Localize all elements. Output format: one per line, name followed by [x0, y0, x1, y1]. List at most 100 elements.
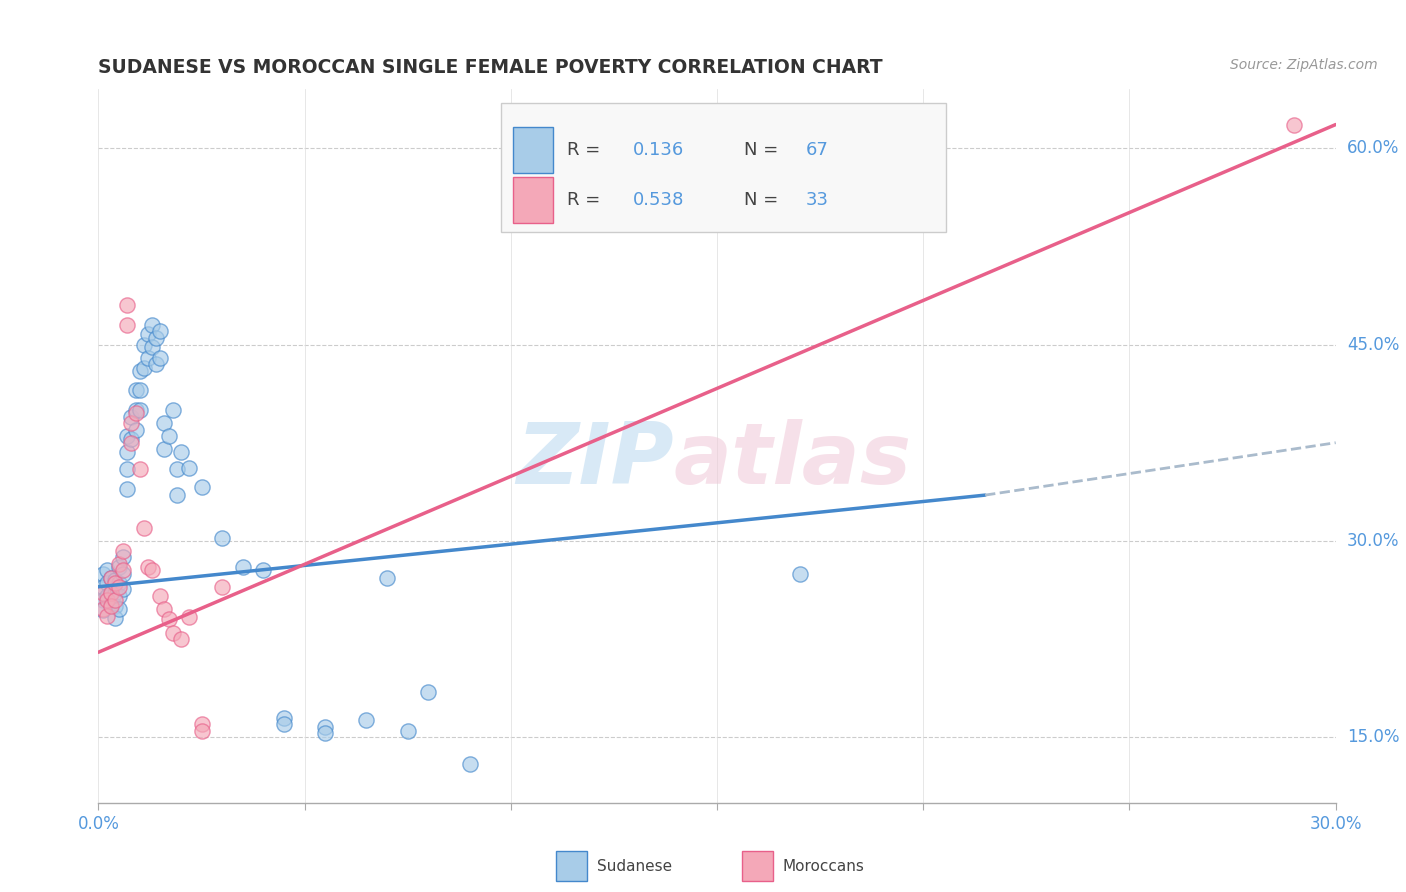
Point: [211, 580, 233, 594]
Point: [96, 563, 118, 577]
Point: [124, 403, 146, 417]
Point: [162, 625, 184, 640]
Text: 60.0%: 60.0%: [1347, 139, 1399, 157]
Point: [166, 488, 188, 502]
Point: [124, 406, 146, 420]
Point: [356, 714, 378, 728]
Point: [252, 563, 274, 577]
Point: [141, 563, 163, 577]
Point: [128, 384, 150, 398]
Point: [128, 364, 150, 378]
Point: [314, 726, 336, 740]
Point: [170, 445, 193, 459]
Point: [112, 549, 135, 564]
Point: [145, 357, 167, 371]
Point: [166, 462, 188, 476]
Point: [153, 602, 176, 616]
Point: [124, 384, 146, 398]
Text: Sudanese: Sudanese: [598, 859, 672, 874]
Point: [108, 575, 131, 590]
Point: [136, 560, 159, 574]
Point: [108, 558, 131, 572]
Point: [117, 318, 139, 332]
Point: [190, 717, 212, 731]
Point: [153, 416, 176, 430]
Point: [582, 200, 605, 214]
Point: [112, 544, 135, 558]
Text: N =: N =: [744, 191, 785, 209]
Point: [91, 586, 114, 600]
Point: [108, 560, 131, 574]
Point: [100, 571, 122, 585]
Text: atlas: atlas: [673, 418, 912, 502]
FancyBboxPatch shape: [501, 103, 946, 232]
Point: [117, 462, 139, 476]
Point: [100, 598, 122, 612]
Text: 0.538: 0.538: [633, 191, 685, 209]
Bar: [513, 127, 553, 173]
Point: [104, 592, 127, 607]
Text: N =: N =: [744, 141, 785, 159]
Bar: [557, 851, 588, 881]
Point: [396, 723, 419, 738]
Point: [149, 351, 172, 365]
Point: [179, 460, 201, 475]
Point: [91, 603, 114, 617]
Text: Moroccans: Moroccans: [783, 859, 865, 874]
Text: Source: ZipAtlas.com: Source: ZipAtlas.com: [1230, 58, 1378, 72]
Point: [120, 435, 142, 450]
Text: ZIP: ZIP: [516, 418, 673, 502]
Point: [117, 482, 139, 496]
Bar: [513, 177, 553, 223]
Point: [314, 720, 336, 734]
Point: [418, 684, 440, 698]
Point: [91, 580, 114, 594]
Text: SUDANESE VS MOROCCAN SINGLE FEMALE POVERTY CORRELATION CHART: SUDANESE VS MOROCCAN SINGLE FEMALE POVER…: [98, 58, 883, 77]
Point: [458, 756, 481, 771]
Point: [117, 429, 139, 443]
Point: [170, 632, 193, 647]
Point: [128, 403, 150, 417]
Point: [96, 608, 118, 623]
Point: [141, 318, 163, 332]
Point: [96, 592, 118, 607]
Point: [132, 361, 155, 376]
Point: [104, 599, 127, 614]
Point: [104, 611, 127, 625]
Point: [162, 403, 184, 417]
Point: [108, 580, 131, 594]
Point: [190, 723, 212, 738]
Point: [141, 340, 163, 354]
Point: [104, 575, 127, 590]
Point: [145, 331, 167, 345]
Point: [136, 326, 159, 341]
Text: 33: 33: [806, 191, 830, 209]
Bar: [742, 851, 773, 881]
Text: 67: 67: [806, 141, 830, 159]
Point: [96, 589, 118, 603]
Point: [132, 521, 155, 535]
Point: [112, 566, 135, 581]
Point: [104, 573, 127, 587]
Point: [117, 445, 139, 459]
Text: 15.0%: 15.0%: [1347, 729, 1399, 747]
Point: [190, 480, 212, 494]
Point: [120, 409, 142, 424]
Point: [132, 337, 155, 351]
Text: R =: R =: [568, 191, 606, 209]
Point: [112, 582, 135, 597]
Point: [149, 589, 172, 603]
Point: [120, 432, 142, 446]
Point: [91, 592, 114, 607]
Point: [100, 586, 122, 600]
Point: [375, 571, 398, 585]
Point: [232, 560, 254, 574]
Point: [136, 351, 159, 365]
Point: [112, 563, 135, 577]
Point: [153, 442, 176, 457]
Point: [104, 586, 127, 600]
Point: [91, 602, 114, 616]
Point: [211, 531, 233, 545]
Point: [1284, 118, 1306, 132]
Point: [100, 571, 122, 585]
